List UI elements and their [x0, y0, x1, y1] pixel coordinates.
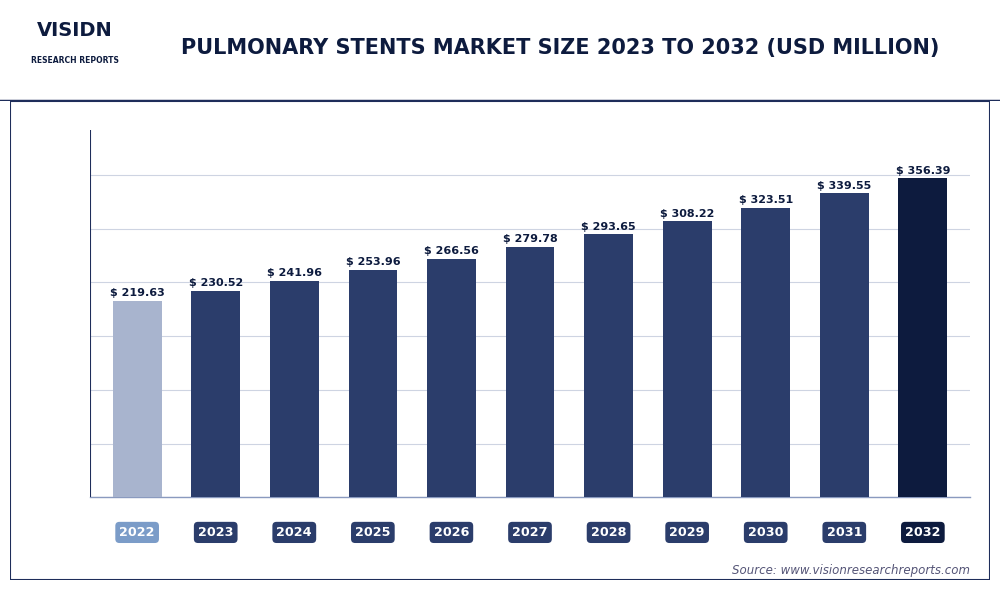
Bar: [113, 301, 162, 497]
Bar: [506, 247, 554, 497]
Bar: [898, 178, 947, 497]
Text: $ 266.56: $ 266.56: [424, 246, 479, 256]
Text: 2023: 2023: [198, 526, 233, 539]
Bar: [270, 281, 319, 497]
Text: $ 230.52: $ 230.52: [189, 278, 243, 288]
Text: 2022: 2022: [119, 526, 155, 539]
Text: 2025: 2025: [355, 526, 391, 539]
Text: 2029: 2029: [669, 526, 705, 539]
Text: 2030: 2030: [748, 526, 783, 539]
Text: Source: www.visionresearchreports.com: Source: www.visionresearchreports.com: [732, 564, 970, 577]
Text: 2027: 2027: [512, 526, 548, 539]
Text: 2032: 2032: [905, 526, 941, 539]
Text: VISIDN: VISIDN: [37, 21, 113, 40]
Bar: [663, 221, 712, 497]
Text: $ 339.55: $ 339.55: [817, 181, 871, 191]
Bar: [820, 194, 869, 497]
Text: $ 241.96: $ 241.96: [267, 268, 322, 278]
Text: PULMONARY STENTS MARKET SIZE 2023 TO 2032 (USD MILLION): PULMONARY STENTS MARKET SIZE 2023 TO 203…: [181, 38, 939, 58]
Bar: [349, 270, 397, 497]
Text: $ 323.51: $ 323.51: [739, 195, 793, 205]
Text: 2031: 2031: [827, 526, 862, 539]
Bar: [741, 208, 790, 497]
Bar: [427, 259, 476, 497]
Text: 2024: 2024: [276, 526, 312, 539]
Text: $ 293.65: $ 293.65: [581, 222, 636, 231]
Bar: [584, 234, 633, 497]
Bar: [191, 291, 240, 497]
Text: 2028: 2028: [591, 526, 626, 539]
Text: $ 219.63: $ 219.63: [110, 288, 165, 298]
Text: 2026: 2026: [434, 526, 469, 539]
Text: $ 356.39: $ 356.39: [896, 166, 950, 176]
Text: $ 308.22: $ 308.22: [660, 208, 714, 218]
Text: $ 253.96: $ 253.96: [346, 258, 400, 267]
Text: RESEARCH REPORTS: RESEARCH REPORTS: [31, 56, 119, 66]
Text: $ 279.78: $ 279.78: [503, 234, 557, 244]
